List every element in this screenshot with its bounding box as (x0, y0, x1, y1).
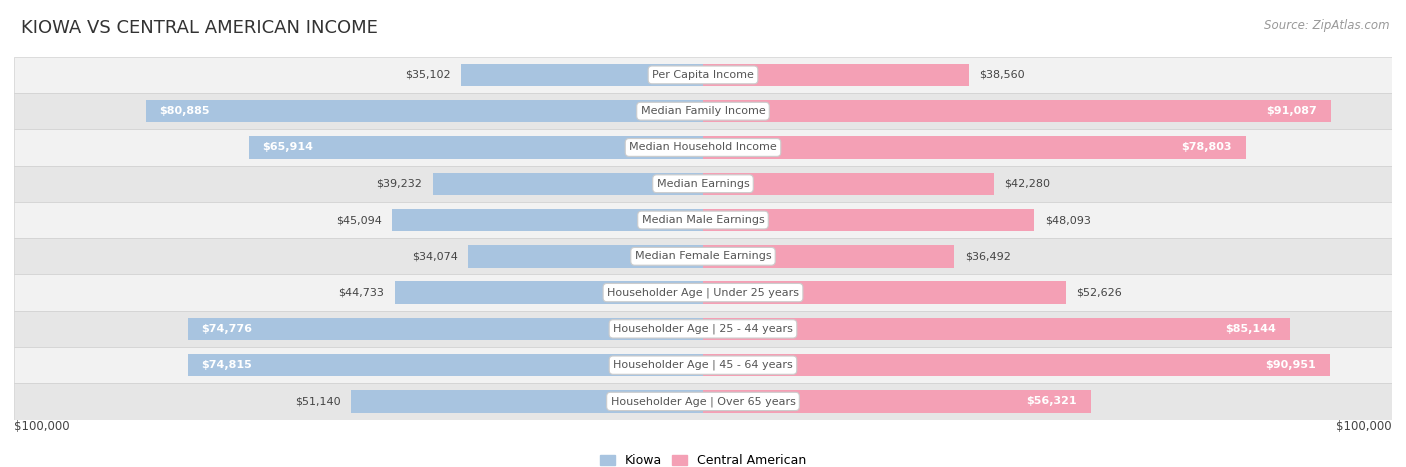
Bar (703, 209, 1035, 231)
Text: $35,102: $35,102 (405, 70, 451, 80)
Text: $45,094: $45,094 (336, 215, 382, 225)
Text: Median Household Income: Median Household Income (628, 142, 778, 152)
Bar (703, 136, 1246, 159)
Bar (14, 238, 1392, 275)
Text: KIOWA VS CENTRAL AMERICAN INCOME: KIOWA VS CENTRAL AMERICAN INCOME (21, 19, 378, 37)
Bar (14, 275, 1392, 311)
Text: $38,560: $38,560 (979, 70, 1025, 80)
Text: Householder Age | 45 - 64 years: Householder Age | 45 - 64 years (613, 360, 793, 370)
Text: $100,000: $100,000 (14, 420, 70, 433)
Bar (14, 311, 1392, 347)
Bar (703, 64, 969, 86)
Text: $80,885: $80,885 (159, 106, 209, 116)
Bar (703, 100, 1330, 122)
Bar (468, 245, 703, 268)
Text: $74,776: $74,776 (201, 324, 253, 334)
Text: $44,733: $44,733 (339, 288, 384, 297)
Bar (14, 93, 1392, 129)
Bar (703, 245, 955, 268)
Text: $100,000: $100,000 (1336, 420, 1392, 433)
Text: $48,093: $48,093 (1045, 215, 1091, 225)
Text: $42,280: $42,280 (1005, 179, 1050, 189)
Bar (146, 100, 703, 122)
Bar (433, 172, 703, 195)
Bar (187, 354, 703, 376)
Bar (249, 136, 703, 159)
Text: Median Female Earnings: Median Female Earnings (634, 251, 772, 262)
Text: $85,144: $85,144 (1225, 324, 1275, 334)
Text: Householder Age | 25 - 44 years: Householder Age | 25 - 44 years (613, 324, 793, 334)
Text: Median Family Income: Median Family Income (641, 106, 765, 116)
Text: $65,914: $65,914 (263, 142, 314, 152)
Bar (703, 281, 1066, 304)
Bar (703, 172, 994, 195)
Text: $34,074: $34,074 (412, 251, 458, 262)
Text: $78,803: $78,803 (1181, 142, 1232, 152)
Bar (395, 281, 703, 304)
Bar (188, 318, 703, 340)
Bar (392, 209, 703, 231)
Text: $91,087: $91,087 (1265, 106, 1317, 116)
Bar (14, 202, 1392, 238)
Text: $52,626: $52,626 (1076, 288, 1122, 297)
Bar (350, 390, 703, 413)
Text: Householder Age | Over 65 years: Householder Age | Over 65 years (610, 396, 796, 407)
Text: Median Earnings: Median Earnings (657, 179, 749, 189)
Bar (703, 354, 1330, 376)
Bar (14, 57, 1392, 93)
Bar (14, 347, 1392, 383)
Text: $74,815: $74,815 (201, 360, 252, 370)
Text: $36,492: $36,492 (965, 251, 1011, 262)
Text: $90,951: $90,951 (1265, 360, 1316, 370)
Bar (14, 383, 1392, 419)
Bar (14, 166, 1392, 202)
Bar (703, 318, 1289, 340)
Text: $56,321: $56,321 (1026, 396, 1077, 406)
Text: $39,232: $39,232 (377, 179, 422, 189)
Legend: Kiowa, Central American: Kiowa, Central American (595, 449, 811, 467)
Text: Per Capita Income: Per Capita Income (652, 70, 754, 80)
Text: $51,140: $51,140 (295, 396, 340, 406)
Bar (461, 64, 703, 86)
Text: Median Male Earnings: Median Male Earnings (641, 215, 765, 225)
Bar (14, 129, 1392, 166)
Text: Source: ZipAtlas.com: Source: ZipAtlas.com (1264, 19, 1389, 32)
Text: Householder Age | Under 25 years: Householder Age | Under 25 years (607, 287, 799, 298)
Bar (703, 390, 1091, 413)
